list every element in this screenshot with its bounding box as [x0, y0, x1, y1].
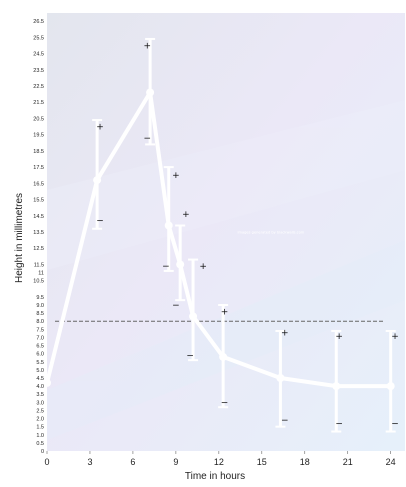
x-tick-label: 12: [214, 457, 224, 467]
annotation-mark: +: [172, 171, 180, 181]
y-tick-label: 3.5: [36, 392, 44, 398]
y-tick-label: 9.0: [36, 303, 44, 309]
data-point: [386, 382, 395, 391]
series-line: [45, 90, 393, 389]
annotation-mark: −: [335, 419, 343, 429]
y-tick-label: 19.5: [33, 133, 44, 139]
y-tick-label: 15.5: [33, 198, 44, 204]
y-tick-label: 6.0: [36, 352, 44, 358]
y-tick-label: 7.5: [36, 327, 44, 333]
annotation-mark: −: [186, 351, 194, 361]
y-tick-label: 8.0: [36, 319, 44, 325]
y-tick-label: 12.5: [33, 246, 44, 252]
y-tick-label: 23.5: [33, 68, 44, 74]
x-axis-label: Time in hours: [185, 471, 245, 482]
x-tick-label: 3: [87, 457, 92, 467]
annotation-mark: −: [281, 416, 289, 426]
y-tick-label: 0.5: [36, 441, 44, 447]
background-bands: [47, 100, 405, 440]
y-tick-label: 14.5: [33, 214, 44, 220]
y-tick-label: 8.5: [36, 311, 44, 317]
annotation-mark: −: [172, 301, 180, 311]
y-tick-label: 3.0: [36, 400, 44, 406]
data-point: [219, 352, 228, 361]
y-tick-label: 26.5: [33, 19, 44, 25]
y-tick-label: 5.0: [36, 368, 44, 374]
annotation-mark: +: [391, 332, 399, 342]
data-point: [164, 221, 173, 230]
y-tick-label: 6.5: [36, 344, 44, 350]
data-point: [276, 374, 285, 382]
y-tick-label: 17.5: [33, 165, 44, 171]
y-tick-label: 21.5: [33, 100, 44, 106]
y-tick-label: 18.5: [33, 149, 44, 155]
y-tick-label: 22.5: [33, 84, 44, 90]
annotation-mark: −: [143, 134, 151, 144]
y-tick-label: 13.5: [33, 230, 44, 236]
annotation-mark: +: [182, 210, 190, 220]
x-tick-label: 0: [44, 457, 49, 467]
y-tick-label: 11.5: [34, 262, 44, 268]
y-tick-label: 9.5: [36, 295, 44, 301]
watermark-note: images generated by blackwalls.com: [237, 231, 304, 235]
x-tick-label: 24: [386, 457, 396, 467]
y-tick-label: 1.5: [36, 425, 44, 431]
annotation-mark: +: [96, 123, 104, 133]
y-tick-label: 20.5: [33, 116, 44, 122]
x-tick-label: 18: [300, 457, 310, 467]
y-tick-label: 7.0: [36, 335, 44, 341]
y-tick-label: 4.5: [36, 376, 44, 382]
x-tick-label: 9: [173, 457, 178, 467]
y-tick-label: 1.0: [36, 433, 44, 439]
x-tick-label: 21: [343, 457, 353, 467]
x-tick-label: 6: [130, 457, 135, 467]
annotation-mark: +: [221, 307, 229, 317]
annotation-mark: +: [281, 329, 289, 339]
annotation-mark: −: [391, 419, 399, 429]
y-tick-label: 10.5: [33, 279, 44, 285]
annotation-mark: −: [162, 262, 170, 272]
y-tick-label: 4.0: [36, 384, 44, 390]
annotation-mark: +: [335, 332, 343, 342]
x-tick-label: 15: [257, 457, 267, 467]
y-axis-label: Height in millimetres: [14, 193, 25, 283]
y-tick-label: 16.5: [33, 181, 44, 187]
data-point: [189, 312, 198, 321]
data-point: [176, 260, 185, 269]
data-point: [332, 382, 341, 391]
y-tick-label: 0: [41, 449, 44, 455]
plot-background: [47, 13, 405, 451]
data-point: [93, 176, 102, 185]
annotation-mark: +: [143, 41, 151, 51]
y-tick-label: 11: [38, 271, 44, 277]
y-tick-label: 5.5: [36, 360, 44, 366]
y-tick-label: 2.0: [36, 417, 44, 423]
y-tick-label: 24.5: [33, 52, 44, 58]
annotation-mark: −: [221, 398, 229, 408]
y-tick-label: 2.5: [36, 408, 44, 414]
data-point: [43, 378, 51, 387]
annotation-mark: −: [96, 217, 104, 227]
data-point: [146, 88, 155, 97]
y-tick-label: 25.5: [33, 35, 44, 41]
annotation-mark: +: [199, 262, 207, 272]
